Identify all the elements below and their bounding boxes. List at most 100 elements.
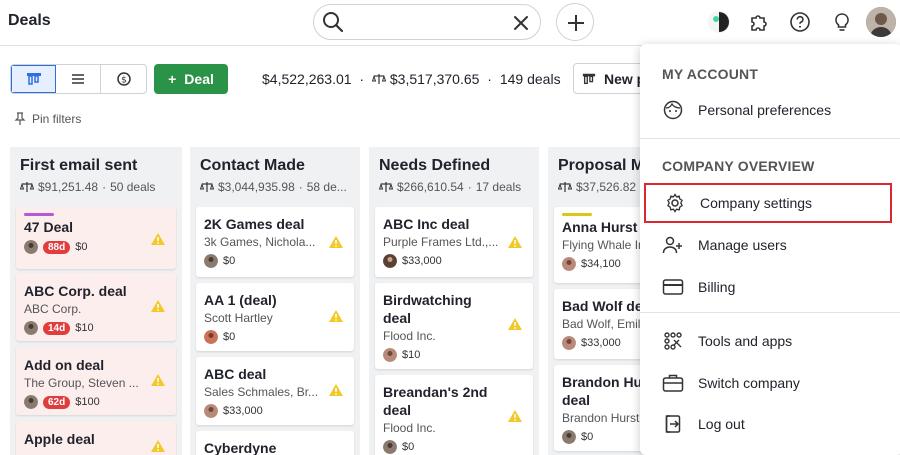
add-deal-label: Deal (184, 71, 214, 87)
help-button[interactable] (785, 7, 815, 37)
deal-title: Add on deal (24, 357, 105, 373)
deal-organization: ABC Corp. (24, 302, 82, 316)
deal-title: Apple deal (24, 431, 95, 447)
deal-footer: $33,000 (204, 404, 346, 418)
deal-value: $0 (581, 431, 594, 443)
deal-card[interactable]: 47 Deal 88d $0 (16, 207, 176, 269)
menu-item-label: Billing (698, 279, 736, 295)
deal-footer: 62d $100 (24, 395, 168, 409)
deal-footer: $0 (383, 440, 525, 454)
user-avatar[interactable] (866, 7, 896, 37)
deal-title: Birdwatching (383, 292, 472, 308)
sales-assistant-button[interactable] (704, 7, 734, 37)
section-heading-company-overview: COMPANY OVERVIEW (662, 158, 815, 174)
list-view-button[interactable] (56, 65, 101, 93)
warning-icon[interactable] (507, 235, 523, 249)
warning-icon[interactable] (150, 373, 166, 387)
top-bar: Deals (0, 0, 900, 46)
warning-icon[interactable] (328, 235, 344, 249)
deal-organization: Flood Inc. (383, 421, 436, 435)
plus-icon (568, 15, 584, 31)
deal-footer: $34,100 (562, 257, 704, 271)
stage-header[interactable]: Contact Made $3,044,935.98 · 58 de... (190, 147, 360, 201)
deal-card[interactable]: ABC deal Sales Schmales, Br... $33,000 (196, 357, 354, 425)
stage-title: Contact Made (200, 157, 305, 174)
owner-avatar (204, 330, 218, 344)
warning-icon[interactable] (507, 409, 523, 423)
warning-icon[interactable] (328, 309, 344, 323)
deal-footer: $0 (204, 254, 346, 268)
page-title: Deals (8, 12, 51, 29)
deal-organization: Flood Inc. (383, 329, 436, 343)
warning-icon[interactable] (328, 383, 344, 397)
menu-item-label: Switch company (698, 375, 800, 391)
owner-avatar (383, 440, 397, 454)
menu-item-personal-preferences[interactable]: Personal preferences (640, 92, 900, 128)
gear-icon (664, 192, 686, 214)
deal-footer: $33,000 (383, 254, 525, 268)
briefcase-icon (662, 372, 684, 394)
plus-icon: + (168, 71, 177, 87)
stage-header[interactable]: First email sent $91,251.48 · 50 deals (10, 147, 182, 201)
owner-avatar (24, 395, 38, 409)
deal-card[interactable]: Cyberdyne (196, 431, 354, 455)
deal-card[interactable]: 2K Games deal 3k Games, Nichola... $0 (196, 207, 354, 277)
deal-footer: $0 (562, 430, 704, 444)
deal-card[interactable]: ABC Inc deal Purple Frames Ltd.,... $33,… (375, 207, 533, 277)
deal-card[interactable]: Apple deal (16, 421, 176, 455)
owner-avatar (24, 240, 38, 254)
pipeline-icon (582, 73, 596, 84)
stage-value: $3,044,935.98 (218, 180, 295, 194)
menu-item-log-out[interactable]: Log out (640, 406, 900, 442)
rotten-days-badge: 14d (43, 321, 71, 335)
close-icon[interactable] (510, 12, 532, 34)
forecast-view-button[interactable]: $ (101, 65, 146, 93)
menu-divider (640, 312, 900, 313)
owner-avatar (204, 254, 218, 268)
stage-count: 58 de... (306, 180, 347, 194)
pin-filters-button[interactable]: Pin filters (14, 112, 81, 126)
search-box[interactable] (313, 4, 541, 40)
owner-avatar (204, 404, 218, 418)
stage-count: 50 deals (110, 180, 156, 194)
tips-button[interactable] (827, 7, 857, 37)
scale-icon (371, 74, 387, 84)
deal-value: $10 (75, 322, 94, 334)
deal-organization: 3k Games, Nichola... (204, 235, 316, 249)
stage-summary: $3,044,935.98 · 58 de... (200, 180, 350, 194)
stage-header[interactable]: Needs Defined $266,610.54 · 17 deals (369, 147, 539, 201)
warning-icon[interactable] (507, 317, 523, 331)
stage-title: Needs Defined (379, 157, 491, 174)
quick-add-button[interactable] (556, 3, 594, 41)
menu-item-billing[interactable]: Billing (640, 269, 900, 305)
deal-title: ABC Inc deal (383, 216, 470, 232)
deal-label-bar (562, 213, 592, 216)
add-deal-button[interactable]: + Deal (154, 64, 228, 94)
marketplace-button[interactable] (744, 7, 774, 37)
deal-card[interactable]: ABC Corp. deal ABC Corp. 14d $10 (16, 273, 176, 341)
pipeline-view-button[interactable] (11, 65, 56, 93)
menu-item-tools-and-apps[interactable]: Tools and apps (640, 323, 900, 359)
warning-icon[interactable] (150, 232, 166, 246)
pin-filters-label: Pin filters (32, 112, 82, 126)
deal-title: Cyberdyne (204, 440, 277, 455)
deal-title: AA 1 (deal) (204, 292, 277, 308)
deal-card[interactable]: Add on deal The Group, Steven ... 62d $1… (16, 347, 176, 415)
deal-title: ABC Corp. deal (24, 283, 127, 299)
deal-card[interactable]: Birdwatching deal Flood Inc. $10 (375, 283, 533, 369)
menu-item-label: Log out (698, 416, 745, 432)
menu-item-switch-company[interactable]: Switch company (640, 365, 900, 401)
toolbar: $ + Deal $4,522,263.01 · $3,517,370.65 ·… (0, 50, 900, 136)
warning-icon[interactable] (150, 299, 166, 313)
menu-item-label: Manage users (698, 237, 787, 253)
deal-value: $0 (223, 255, 236, 267)
menu-item-company-settings[interactable]: Company settings (644, 183, 892, 223)
warning-icon[interactable] (150, 439, 166, 453)
deal-value: $10 (402, 349, 421, 361)
menu-item-manage-users[interactable]: Manage users (640, 227, 900, 263)
credit-card-icon (662, 276, 684, 298)
deal-card[interactable]: Breandan's 2nd deal Flood Inc. $0 (375, 375, 533, 455)
deal-card[interactable]: AA 1 (deal) Scott Hartley $0 (196, 283, 354, 351)
deal-organization: Sales Schmales, Br... (204, 385, 319, 399)
deal-value: $0 (223, 331, 236, 343)
